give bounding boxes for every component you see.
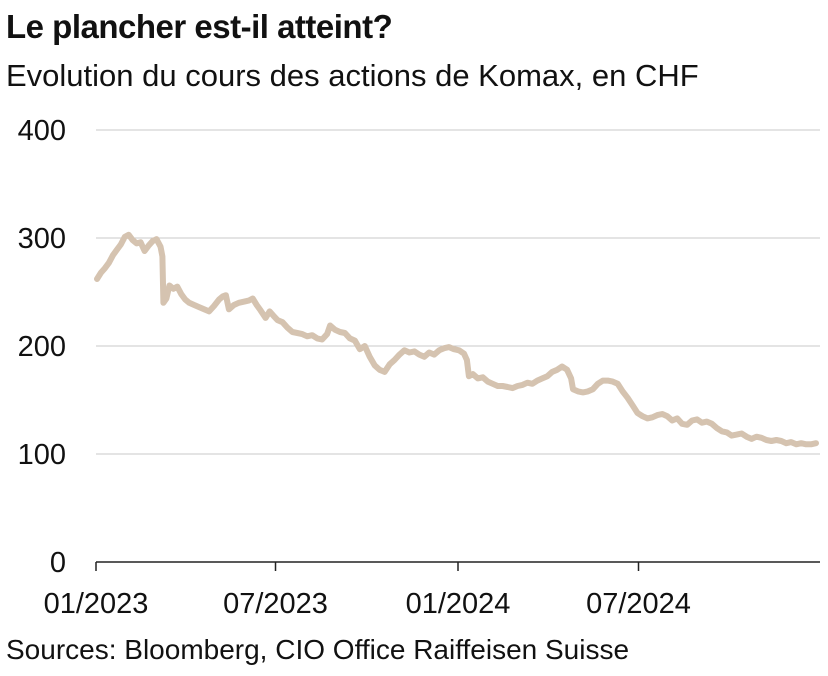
x-tick-label: 07/2024 <box>586 588 691 620</box>
y-tick-label: 0 <box>50 547 66 579</box>
x-tick-label: 01/2023 <box>44 588 149 620</box>
chart-subtitle: Evolution du cours des actions de Komax,… <box>6 58 699 93</box>
y-axis-ticks: 0 100 200 300 400 <box>18 115 66 579</box>
plot-area <box>94 231 819 448</box>
y-tick-label: 100 <box>18 439 66 471</box>
y-tick-label: 200 <box>18 331 66 363</box>
source-note: Sources: Bloomberg, CIO Office Raiffeise… <box>6 634 630 665</box>
x-tick-label: 07/2023 <box>223 588 328 620</box>
x-tick-label: 01/2024 <box>406 588 511 620</box>
y-tick-label: 400 <box>18 115 66 147</box>
x-axis: 01/2023 07/2023 01/2024 07/2024 <box>44 561 820 620</box>
chart-title: Le plancher est-il atteint? <box>6 8 393 45</box>
y-tick-label: 300 <box>18 223 66 255</box>
series-line <box>94 231 819 448</box>
grid-lines <box>96 129 820 455</box>
